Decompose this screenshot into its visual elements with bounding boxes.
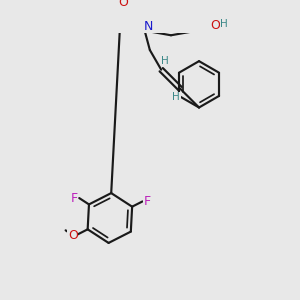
Text: H: H bbox=[220, 19, 228, 29]
Text: N: N bbox=[143, 20, 153, 33]
Text: H: H bbox=[161, 56, 169, 66]
Text: O: O bbox=[210, 19, 220, 32]
Text: F: F bbox=[70, 193, 77, 206]
Text: O: O bbox=[118, 0, 128, 9]
Text: H: H bbox=[172, 92, 180, 102]
Text: O: O bbox=[68, 229, 78, 242]
Text: F: F bbox=[143, 195, 151, 208]
